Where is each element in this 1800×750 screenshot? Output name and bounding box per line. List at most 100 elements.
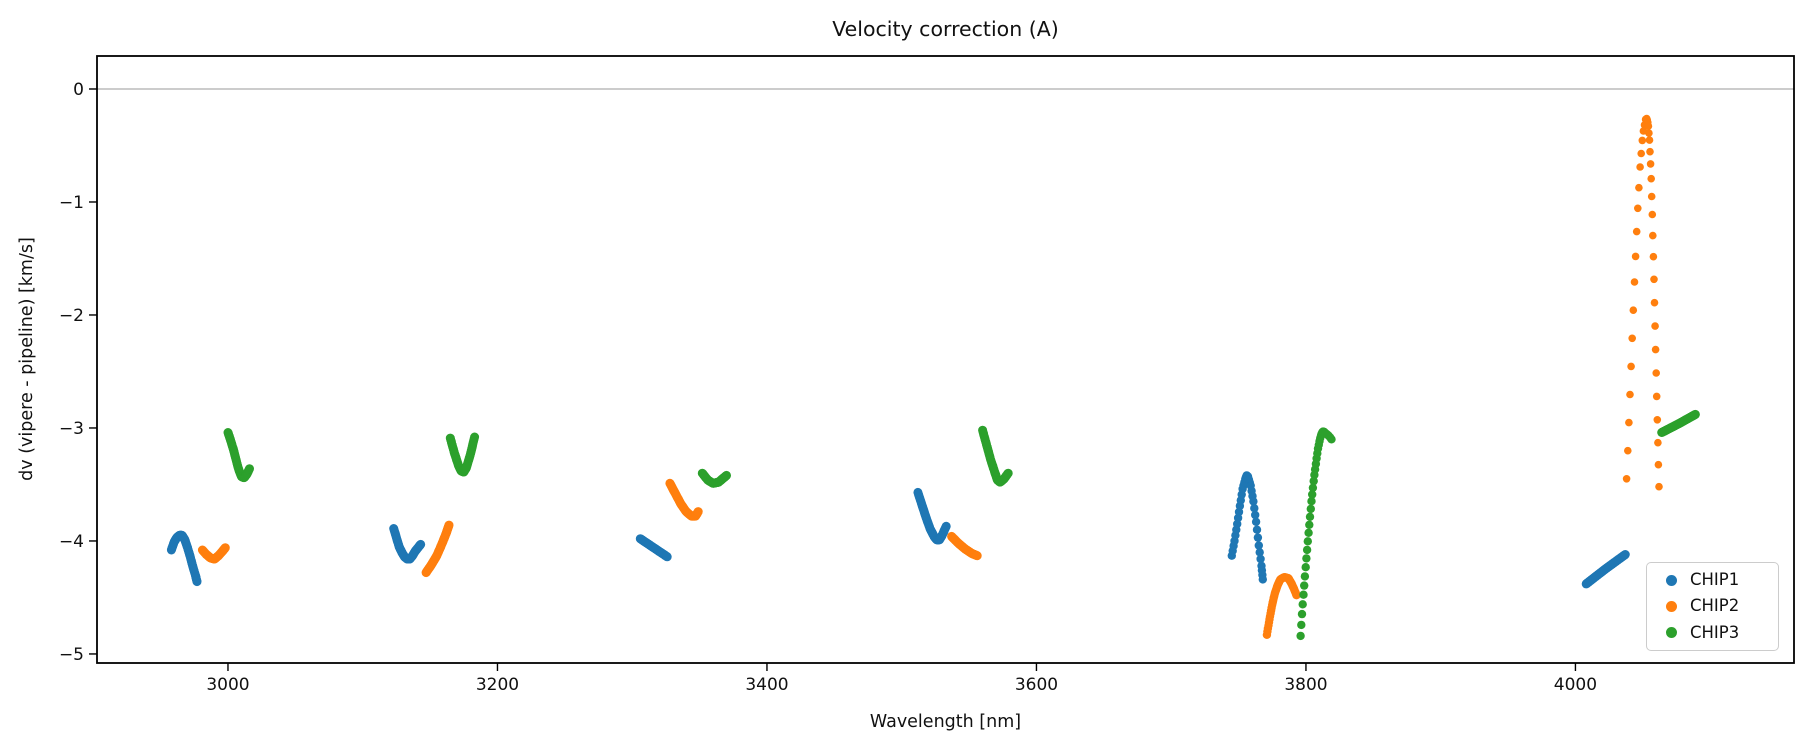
legend-marker-icon xyxy=(1666,627,1677,639)
data-point xyxy=(1302,554,1311,563)
data-point xyxy=(1637,149,1645,158)
data-point xyxy=(1256,554,1265,564)
data-point xyxy=(1251,510,1260,520)
y-tick-label: −1 xyxy=(59,193,84,213)
data-point xyxy=(1299,590,1308,599)
data-point xyxy=(1649,252,1658,261)
data-point xyxy=(1305,512,1315,521)
data-point xyxy=(1650,275,1658,284)
x-tick-label: 3000 xyxy=(206,675,249,695)
data-point xyxy=(1646,147,1654,156)
y-tick-label: −2 xyxy=(59,306,84,326)
data-point xyxy=(1627,362,1635,371)
data-point xyxy=(192,577,202,587)
data-point xyxy=(1644,122,1653,130)
data-point xyxy=(1628,334,1636,343)
data-point xyxy=(1624,446,1632,455)
data-point xyxy=(1620,550,1630,559)
legend-box: CHIP1 CHIP2 CHIP3 xyxy=(1646,562,1779,651)
data-point xyxy=(1297,620,1306,630)
chart-title: Velocity correction (A) xyxy=(832,17,1059,41)
data-point xyxy=(1654,438,1662,447)
data-point xyxy=(972,551,982,561)
data-point xyxy=(1327,435,1336,444)
data-point xyxy=(1622,475,1631,483)
data-point xyxy=(1645,136,1654,144)
data-point xyxy=(1652,369,1660,377)
data-point xyxy=(1296,631,1305,641)
data-point xyxy=(1650,298,1659,307)
data-point xyxy=(1303,537,1313,546)
data-point xyxy=(722,470,731,480)
legend-label: CHIP2 xyxy=(1690,596,1740,616)
data-point xyxy=(1250,504,1259,513)
y-axis-label: dv (vipere - pipeline) [km/s] xyxy=(17,237,37,481)
data-point xyxy=(662,552,672,562)
series-chip1 xyxy=(166,471,1630,589)
data-point xyxy=(1632,227,1641,236)
data-point xyxy=(1304,528,1313,537)
data-point xyxy=(1292,591,1301,600)
x-axis-label: Wavelength [nm] xyxy=(869,712,1022,732)
data-point xyxy=(245,464,254,474)
legend-label: CHIP1 xyxy=(1690,569,1740,589)
data-point xyxy=(693,507,703,517)
data-point xyxy=(1309,476,1318,486)
data-point xyxy=(1301,563,1310,572)
data-point xyxy=(1646,160,1655,168)
data-point xyxy=(1249,497,1258,506)
data-point xyxy=(1653,416,1662,424)
legend-entry-chip2: CHIP2 xyxy=(1657,593,1770,619)
data-point xyxy=(416,539,426,549)
data-point xyxy=(1634,204,1642,213)
data-point xyxy=(1635,183,1643,192)
data-point xyxy=(444,520,454,530)
series-chip2 xyxy=(197,114,1663,639)
data-point xyxy=(1649,231,1657,240)
x-tick-label: 3600 xyxy=(1015,675,1058,695)
data-point xyxy=(1305,520,1314,529)
data-point xyxy=(1251,517,1261,526)
data-point xyxy=(220,543,230,553)
data-point xyxy=(1629,306,1638,315)
data-point xyxy=(1308,490,1317,499)
data-point xyxy=(1651,322,1659,330)
y-tick-label: 0 xyxy=(73,80,84,100)
x-tick-label: 3200 xyxy=(476,675,519,695)
data-point xyxy=(1298,600,1307,609)
data-point xyxy=(1300,581,1309,590)
series-chip3 xyxy=(223,409,1700,641)
data-point xyxy=(1297,609,1307,619)
data-point xyxy=(1652,392,1661,401)
legend-entry-chip1: CHIP1 xyxy=(1657,567,1770,593)
data-point xyxy=(1647,192,1656,201)
data-point xyxy=(1255,548,1264,557)
y-tick-label: −3 xyxy=(59,419,84,439)
data-point xyxy=(470,432,480,442)
data-point xyxy=(1625,418,1633,427)
data-point xyxy=(1651,345,1660,354)
data-point xyxy=(1302,545,1312,555)
legend-entry-chip3: CHIP3 xyxy=(1657,620,1770,646)
data-point xyxy=(1654,460,1663,469)
x-tick-label: 4000 xyxy=(1554,675,1597,695)
data-point xyxy=(1636,163,1644,171)
data-point xyxy=(941,521,951,531)
y-tick-label: −5 xyxy=(59,645,84,665)
data-point xyxy=(1638,136,1647,145)
data-point xyxy=(1647,174,1655,183)
legend-marker-icon xyxy=(1666,600,1677,612)
plot-border xyxy=(96,55,1795,664)
data-point xyxy=(1630,278,1639,286)
data-point xyxy=(1655,482,1663,491)
data-point xyxy=(1648,210,1657,219)
data-point xyxy=(1300,572,1310,581)
data-point xyxy=(1308,483,1318,492)
legend-label: CHIP3 xyxy=(1690,622,1740,642)
legend-marker-icon xyxy=(1666,574,1677,586)
y-tick-label: −4 xyxy=(59,532,84,552)
data-point xyxy=(1254,541,1264,550)
data-point xyxy=(1003,468,1013,478)
